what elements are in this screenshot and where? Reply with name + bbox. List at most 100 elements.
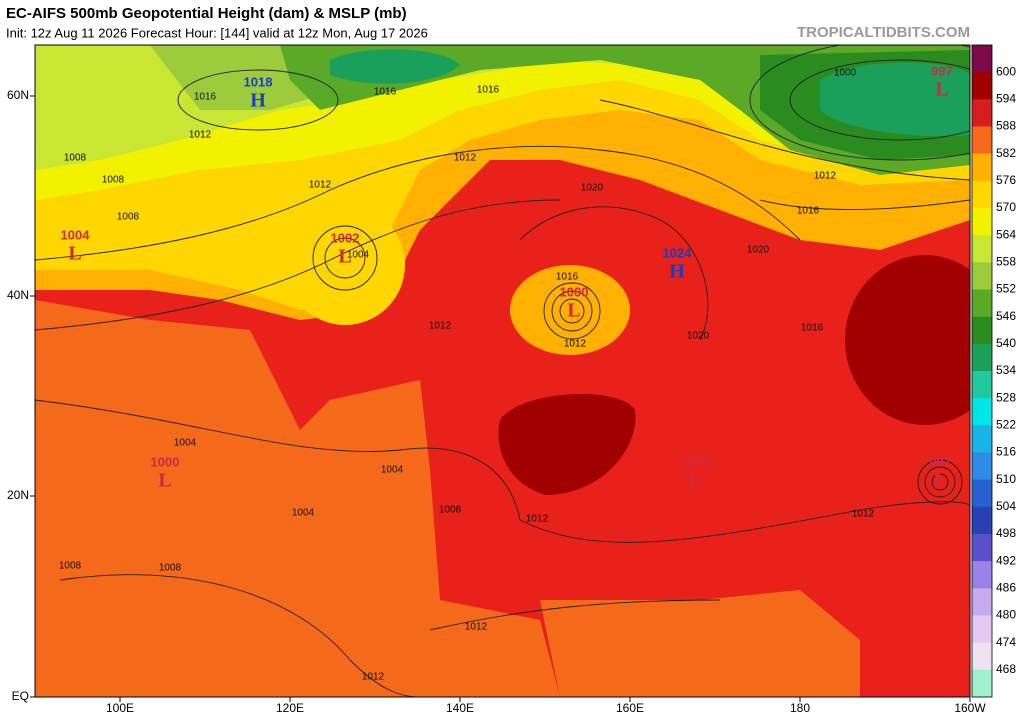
- isobar-label: 1004: [347, 250, 370, 261]
- pressure-letter: L: [338, 246, 351, 268]
- pressure-value: 1024: [663, 245, 693, 260]
- colorbar-label: 564: [996, 227, 1016, 241]
- isobar-label: 1000: [834, 68, 857, 79]
- isobar-label: 1020: [687, 331, 710, 342]
- colorbar-swatch: [972, 615, 992, 644]
- colorbar-label: 558: [996, 255, 1016, 269]
- colorbar-label: 498: [996, 526, 1016, 540]
- colorbar-swatch: [972, 72, 992, 100]
- pressure-value: 1000: [560, 284, 589, 299]
- colorbar-swatch: [972, 642, 992, 671]
- field-540: [820, 62, 970, 137]
- colorbar-label: 504: [996, 499, 1016, 513]
- field-588: [35, 300, 560, 697]
- colorbar-label: 492: [996, 553, 1016, 567]
- colorbar-swatch: [972, 153, 992, 182]
- colorbar-label: 528: [996, 390, 1016, 404]
- colorbar-label: 534: [996, 363, 1016, 377]
- map-title: EC-AIFS 500mb Geopotential Height (dam) …: [6, 5, 407, 22]
- field-540: [330, 49, 460, 84]
- isobar-label: 1012: [564, 339, 587, 350]
- isobar-label: 1004: [174, 438, 197, 449]
- colorbar-swatch: [972, 669, 992, 698]
- colorbar-swatch: [972, 343, 992, 372]
- isobar-label: 1012: [189, 130, 212, 141]
- colorbar-label: 486: [996, 581, 1016, 595]
- isobar-label: 1008: [102, 175, 125, 186]
- isobar-label: 1012: [362, 672, 385, 683]
- colorbar-label: 552: [996, 282, 1016, 296]
- isobar-label: 1004: [381, 465, 404, 476]
- pressure-value: 1008: [681, 454, 710, 469]
- lon-label: 140E: [446, 701, 474, 715]
- colorbar-swatch: [972, 534, 992, 562]
- colorbar-swatch: [972, 452, 992, 481]
- isobar-label: 1020: [581, 183, 604, 194]
- lon-label: 180: [790, 701, 810, 715]
- colorbar-label: 480: [996, 608, 1016, 622]
- lon-label: 160W: [954, 701, 986, 715]
- colorbar-swatch: [972, 99, 992, 127]
- colorbar-swatch: [972, 398, 992, 426]
- colorbar-swatch: [972, 262, 992, 290]
- pressure-value: 1018: [244, 74, 273, 89]
- colorbar-swatch: [972, 126, 992, 155]
- colorbar-label: 516: [996, 445, 1016, 459]
- pressure-letter: L: [933, 470, 946, 492]
- colorbar-swatch: [972, 316, 992, 345]
- isobar-label: 1008: [159, 563, 182, 574]
- colorbar-swatch: [972, 425, 992, 453]
- colorbar-swatch: [972, 180, 992, 209]
- isobar-label: 1012: [852, 509, 875, 520]
- isobar-label: 1008: [59, 561, 82, 572]
- isobar-label: 1012: [814, 171, 837, 182]
- field-576: [285, 205, 405, 325]
- colorbar-swatch: [972, 45, 992, 73]
- field-588: [540, 590, 860, 697]
- overlay: 60N 40N 20N EQ 100E 120E 140E 160E 180 160W 600 594…: [7, 44, 1016, 715]
- lon-label: 160E: [616, 701, 644, 715]
- field-600: [845, 255, 970, 425]
- lon-label: 120E: [276, 701, 304, 715]
- isobar-label: 1012: [309, 180, 332, 191]
- isobar-label: 1016: [797, 206, 820, 217]
- map-field: [35, 45, 970, 697]
- colorbar-swatch: [972, 588, 992, 616]
- lat-label: 40N: [7, 288, 29, 302]
- pressure-letter: H: [250, 90, 266, 112]
- colorbar-label: 510: [996, 472, 1016, 486]
- colorbar-label: 474: [996, 635, 1016, 649]
- colorbar-swatch: [972, 479, 992, 508]
- map-frame: [34, 44, 971, 698]
- pressure-value: 1004: [61, 227, 91, 242]
- pressure-value: 1002: [331, 230, 360, 245]
- colorbar-label: 588: [996, 119, 1016, 133]
- lat-label: 60N: [7, 88, 29, 102]
- isobar-label: 1016: [194, 92, 217, 103]
- isobar-label: 1016: [556, 272, 579, 283]
- isobar-label: 1020: [747, 245, 770, 256]
- pressure-value: 997: [929, 454, 951, 469]
- pressure-letter: L: [688, 470, 701, 492]
- colorbar-label: 468: [996, 662, 1016, 676]
- pressure-letter: L: [935, 79, 948, 101]
- colorbar-label: 576: [996, 173, 1016, 187]
- source-label: TROPICALTIDBITS.COM: [797, 24, 970, 41]
- isobar-label: 1012: [429, 321, 452, 332]
- pressure-letter: L: [68, 243, 81, 265]
- isobar-label: 1012: [454, 153, 477, 164]
- field-600: [498, 393, 636, 495]
- isobar-label: 1016: [801, 323, 824, 334]
- lat-label: EQ: [12, 689, 29, 703]
- pressure-letter: H: [669, 261, 685, 283]
- colorbar-label: 582: [996, 146, 1016, 160]
- colorbar-swatch: [972, 208, 992, 236]
- colorbar-label: 600: [996, 64, 1016, 78]
- pressure-letter: L: [158, 470, 171, 492]
- isobar-label: 1008: [117, 212, 140, 223]
- isobars: [35, 45, 970, 697]
- isobar-label: 1008: [64, 153, 87, 164]
- colorbar-label: 522: [996, 418, 1016, 432]
- lon-label: 100E: [106, 701, 134, 715]
